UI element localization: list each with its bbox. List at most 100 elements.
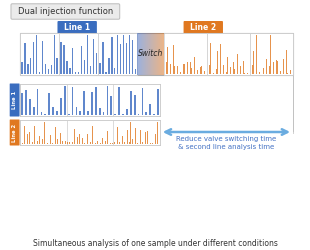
Bar	[155, 134, 156, 144]
Bar	[152, 33, 153, 75]
Bar	[243, 62, 244, 74]
Bar	[163, 33, 164, 75]
Bar	[240, 66, 241, 74]
Bar	[139, 33, 140, 75]
Text: Reduce valve switching time
& second line analysis time: Reduce valve switching time & second lin…	[176, 136, 277, 150]
Bar	[280, 71, 281, 74]
Bar	[210, 44, 211, 74]
Bar	[87, 36, 88, 74]
Bar	[143, 33, 144, 75]
Bar	[151, 33, 152, 75]
Bar	[224, 73, 225, 74]
Bar	[67, 84, 113, 116]
Bar	[49, 140, 50, 144]
Bar	[157, 33, 158, 75]
Bar	[36, 35, 37, 74]
Bar	[250, 33, 293, 75]
Bar	[59, 33, 98, 75]
Bar	[39, 136, 40, 144]
Bar	[84, 143, 85, 144]
Bar	[100, 63, 101, 74]
Bar	[132, 138, 133, 144]
Bar	[149, 104, 151, 115]
Bar	[256, 35, 257, 74]
Bar	[83, 91, 85, 115]
Bar	[102, 42, 104, 74]
Bar	[149, 33, 150, 75]
FancyBboxPatch shape	[10, 84, 20, 116]
Bar	[37, 141, 38, 144]
Bar	[184, 64, 185, 74]
Bar	[134, 140, 135, 144]
Text: Dual injection function: Dual injection function	[18, 7, 113, 16]
Bar	[60, 133, 61, 144]
Bar	[78, 72, 79, 74]
Bar	[160, 33, 161, 75]
Bar	[241, 43, 242, 74]
Bar	[52, 107, 54, 115]
Bar	[42, 139, 43, 144]
Bar	[76, 107, 77, 115]
Bar	[54, 135, 55, 144]
Bar	[158, 33, 159, 75]
Bar	[91, 92, 93, 115]
Bar	[167, 47, 168, 74]
Bar	[95, 142, 96, 144]
Bar	[42, 41, 43, 74]
Bar	[47, 142, 48, 144]
Bar	[93, 39, 94, 74]
Bar	[145, 112, 147, 115]
Bar	[198, 46, 199, 74]
Bar	[51, 64, 52, 74]
Bar	[119, 142, 120, 144]
Bar	[283, 59, 284, 74]
Bar	[190, 62, 191, 74]
Bar	[153, 114, 155, 115]
Bar	[118, 87, 120, 115]
Bar	[97, 141, 98, 144]
Bar	[122, 114, 124, 115]
Bar	[157, 90, 159, 115]
Bar	[113, 120, 160, 145]
FancyBboxPatch shape	[184, 21, 223, 34]
Bar	[155, 33, 156, 75]
Bar	[84, 60, 85, 74]
Bar	[107, 131, 108, 144]
Bar	[156, 33, 157, 75]
Bar	[65, 141, 66, 144]
Bar	[27, 64, 29, 74]
Text: Line 1: Line 1	[12, 91, 17, 109]
Bar	[209, 65, 210, 74]
Bar	[162, 33, 163, 75]
Bar	[67, 120, 113, 145]
Bar	[68, 114, 69, 115]
Bar	[77, 137, 78, 144]
Bar	[64, 86, 66, 115]
Bar	[134, 95, 135, 115]
Bar	[142, 33, 143, 75]
Bar	[145, 132, 146, 144]
Bar	[62, 141, 63, 144]
Bar	[44, 114, 46, 115]
Bar	[223, 65, 224, 74]
Bar	[102, 138, 103, 144]
Bar	[194, 57, 195, 74]
Bar	[105, 141, 106, 144]
Bar	[63, 45, 65, 74]
Text: Line 2: Line 2	[12, 124, 17, 142]
Bar	[120, 44, 121, 74]
Bar	[247, 73, 248, 74]
Bar	[263, 68, 264, 74]
Bar	[60, 42, 62, 74]
Bar	[139, 128, 140, 144]
Bar	[237, 54, 238, 74]
Bar	[204, 71, 205, 74]
Bar	[144, 33, 145, 75]
Text: Simultaneous analysis of one sample under different conditions: Simultaneous analysis of one sample unde…	[33, 238, 277, 248]
Bar	[187, 62, 188, 74]
Bar	[56, 58, 58, 74]
Bar	[57, 139, 58, 144]
Bar	[137, 33, 138, 75]
Bar	[110, 96, 112, 115]
Bar	[207, 33, 250, 75]
